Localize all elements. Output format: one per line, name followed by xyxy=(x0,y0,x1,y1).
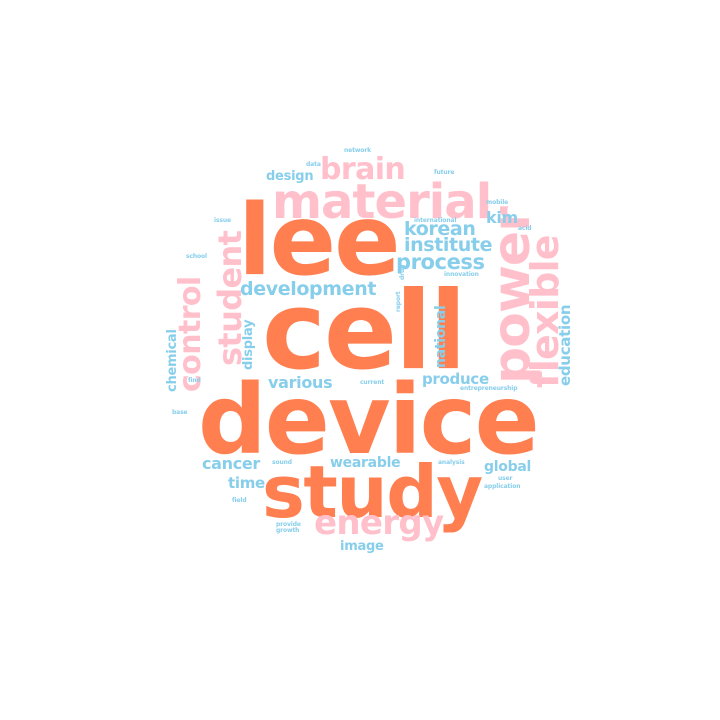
word-analysis: analysis xyxy=(438,459,465,466)
word-current: current xyxy=(360,379,385,386)
word-institute: institute xyxy=(404,234,493,256)
word-korean: korean xyxy=(404,218,476,240)
word-user: user xyxy=(498,475,513,482)
word-base: base xyxy=(172,409,188,416)
word-produce: produce xyxy=(422,370,489,388)
word-education: education xyxy=(556,304,574,386)
word-process: process xyxy=(396,250,485,274)
word-national: national xyxy=(433,305,449,369)
word-cancer: cancer xyxy=(202,454,260,473)
word-time: time xyxy=(228,474,265,492)
word-chemical: chemical xyxy=(165,329,180,392)
word-application: application xyxy=(484,483,521,490)
word-study: study xyxy=(262,450,483,534)
word-find: find xyxy=(188,377,201,384)
word-development: development xyxy=(240,278,377,300)
word-cell: cell xyxy=(262,269,467,394)
word-control: control xyxy=(173,276,208,392)
word-entrepreneurship: entrepreneurship xyxy=(460,385,518,392)
word-international: international xyxy=(414,217,457,224)
word-data: data xyxy=(306,161,321,168)
word-wearable: wearable xyxy=(330,455,401,471)
word-school: school xyxy=(186,253,207,260)
word-drug: drug xyxy=(399,264,406,280)
word-lee: lee xyxy=(238,184,401,298)
word-display: display xyxy=(241,319,256,370)
word-growth: growth xyxy=(276,527,300,534)
word-field: field xyxy=(232,497,247,504)
word-report: report xyxy=(395,291,402,312)
word-material: material xyxy=(272,174,492,230)
word-issue: issue xyxy=(214,217,231,224)
word-various: various xyxy=(268,373,333,392)
word-network: network xyxy=(344,147,371,154)
word-mobile: mobile xyxy=(486,199,509,206)
word-image: image xyxy=(340,539,384,554)
word-energy: energy xyxy=(314,503,444,543)
word-design: design xyxy=(266,169,314,184)
word-kim: kim xyxy=(486,208,518,227)
word-brain: brain xyxy=(320,152,406,187)
word-global: global xyxy=(484,459,532,475)
word-provide: provide xyxy=(276,521,301,528)
word-future: future xyxy=(434,169,455,176)
word-innovation: innovation xyxy=(444,271,479,278)
word-sound: sound xyxy=(272,459,292,466)
word-device: device xyxy=(198,364,540,476)
word-acid: acid xyxy=(518,225,532,232)
